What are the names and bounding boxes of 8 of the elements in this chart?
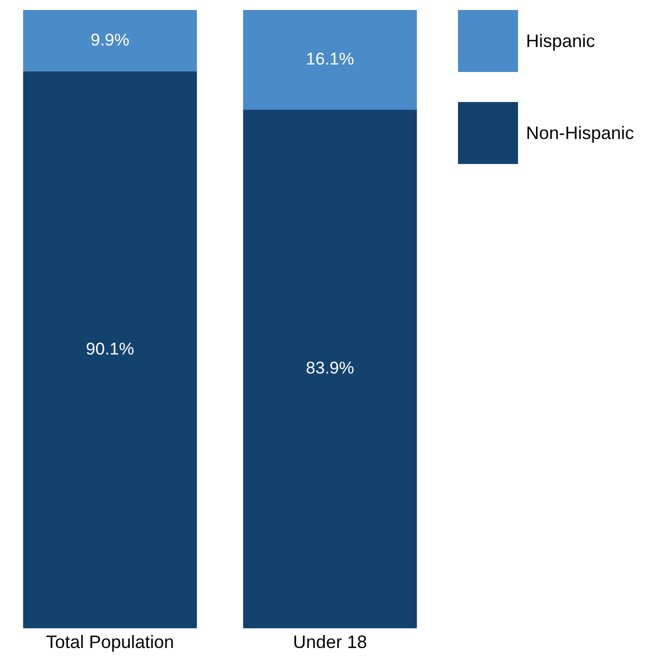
x-tick-label: Under 18: [292, 632, 368, 652]
data-label: 90.1%: [86, 340, 134, 358]
data-label: 9.9%: [90, 30, 130, 50]
text: Non-Hispanic: [526, 122, 634, 144]
x-tick-label: Total Population: [46, 632, 174, 652]
text: Hispanic: [526, 30, 596, 52]
data-label: 16.1%: [306, 49, 354, 68]
data-label: 83.9%: [306, 358, 354, 378]
